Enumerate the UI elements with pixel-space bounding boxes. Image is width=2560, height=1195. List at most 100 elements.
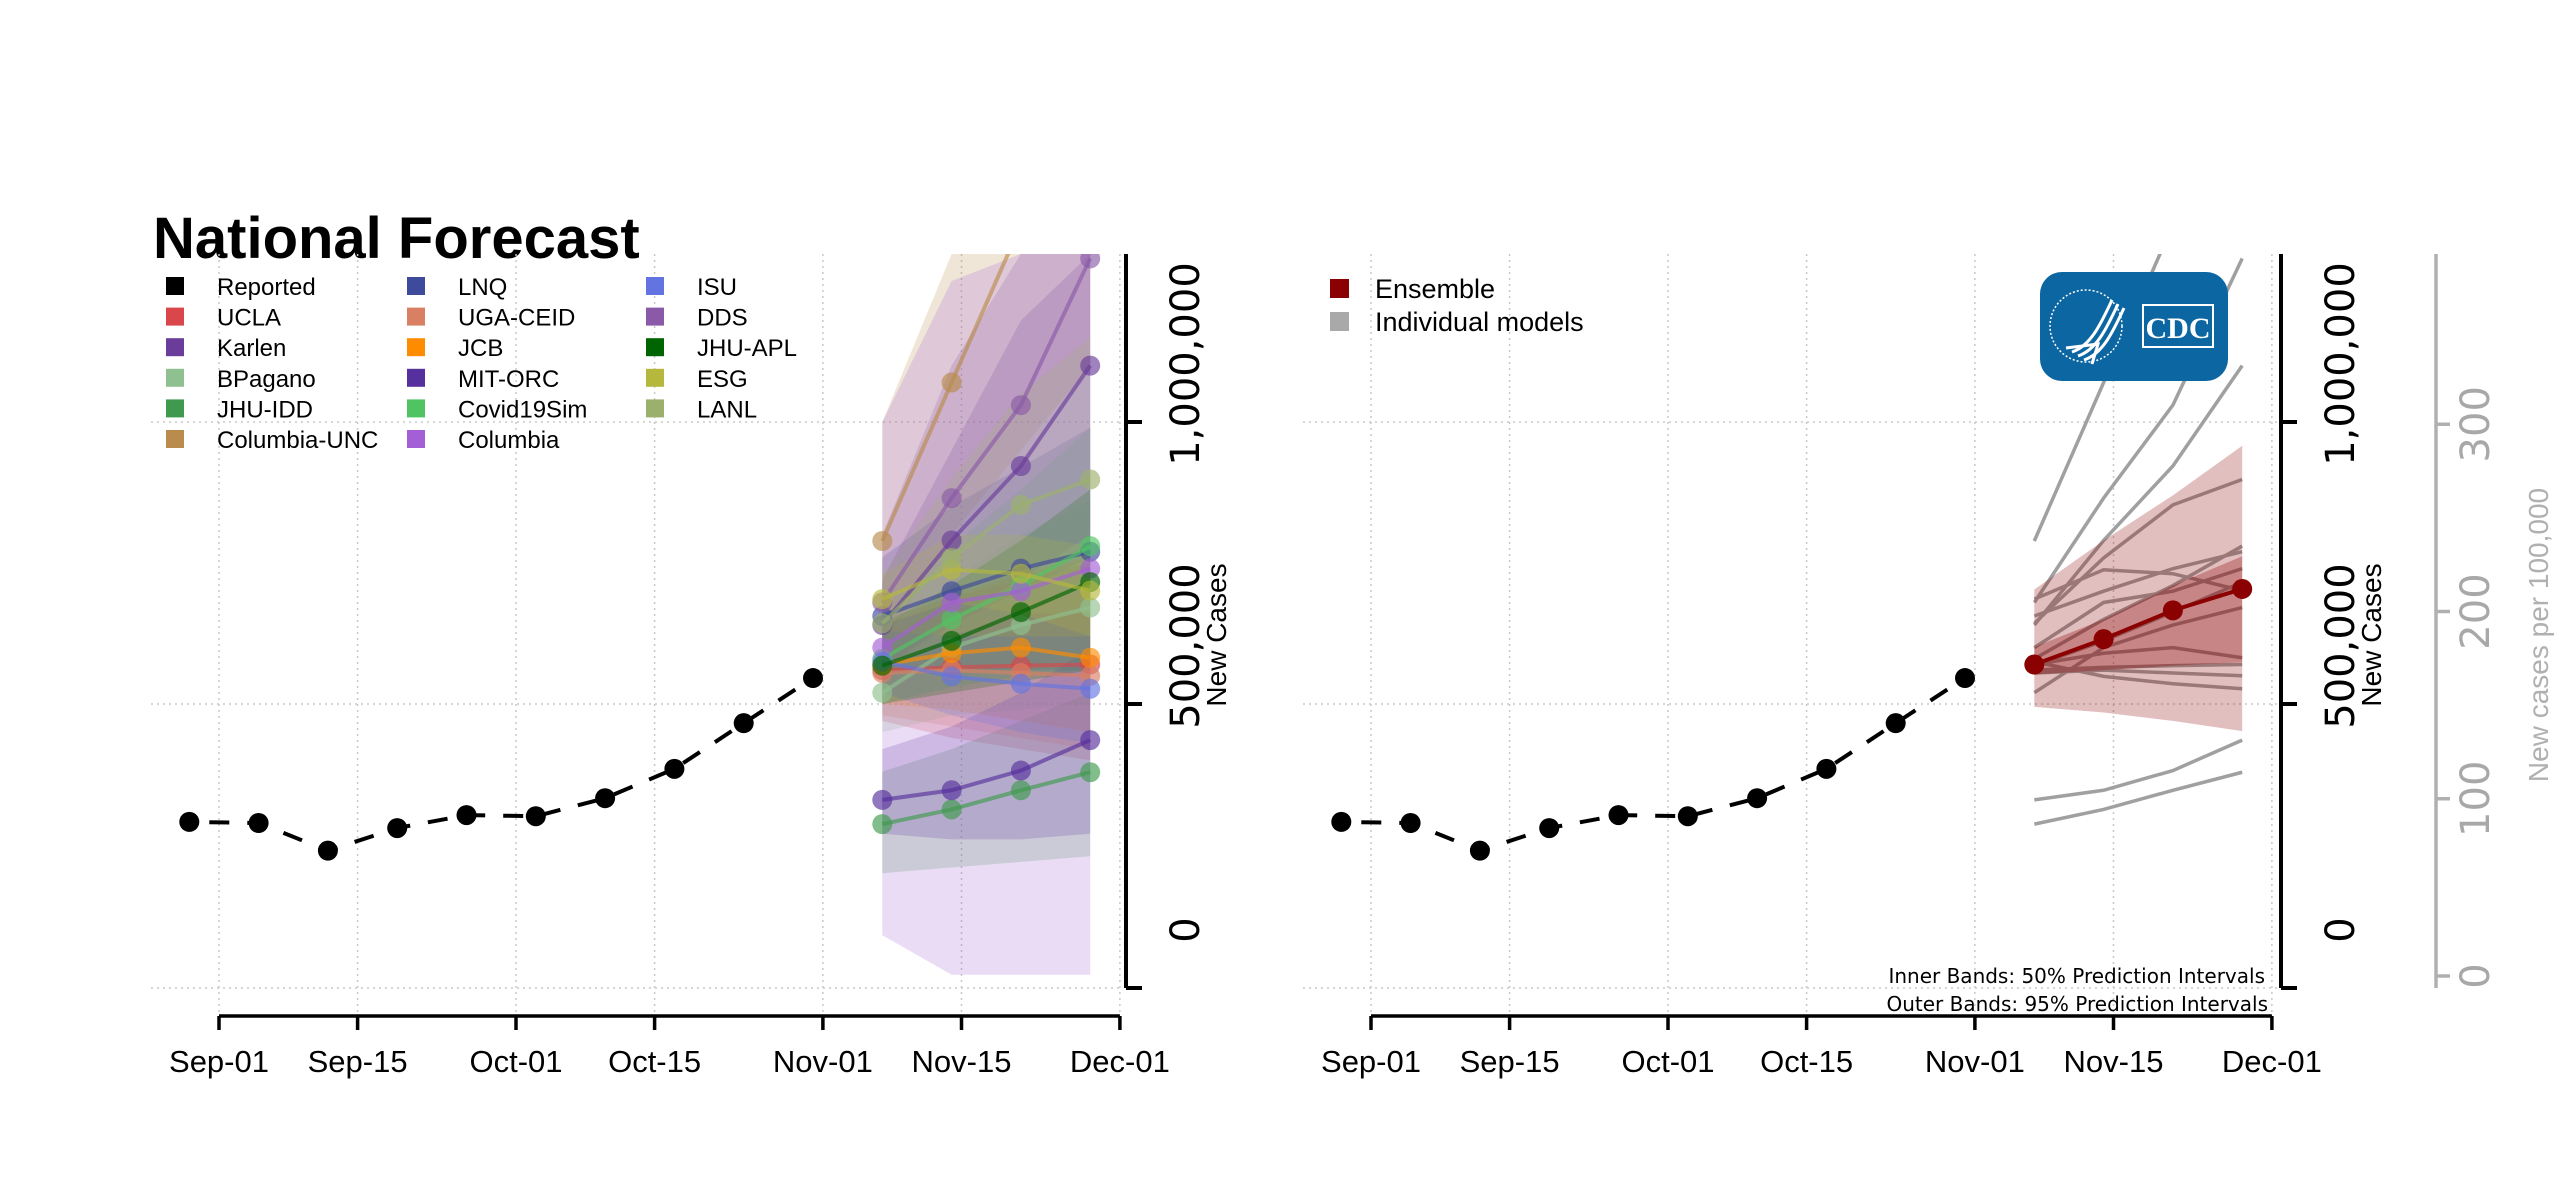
- right-panel: Sep-01 Sep-15 Oct-01 Oct-15 Nov-01 Nov-15 Dec-…: [1303, 254, 2554, 1079]
- point-jhu-apl: [1010, 602, 1031, 623]
- point-karlen: [941, 530, 962, 551]
- individual-line-isu: [2033, 659, 2243, 691]
- point-jhu-idd: [941, 799, 962, 820]
- ensemble-95-band: [2034, 445, 2243, 732]
- individual-model-lines: [2032, 254, 2244, 826]
- cdc-logo: CDC: [2040, 272, 2228, 381]
- legend-label: ESG: [697, 366, 748, 393]
- legend-swatch: [1330, 279, 1349, 298]
- line-lnq: [881, 549, 1091, 618]
- x-tick-label: Sep-15: [308, 1044, 408, 1079]
- hhs-eagle-icon: [2049, 289, 2126, 365]
- legend-label: JHU-APL: [697, 335, 797, 362]
- x-tick-label: Nov-01: [1925, 1044, 2025, 1079]
- legend-label: BPagano: [217, 366, 316, 393]
- individual-line-esg: [2033, 567, 2243, 601]
- reported-point: [1816, 758, 1837, 779]
- point-dds: [1010, 395, 1031, 416]
- point-lanl: [1010, 494, 1031, 515]
- point-esg: [1080, 580, 1101, 601]
- x-tick-label: Sep-15: [1460, 1044, 1560, 1079]
- legend-label: JHU-IDD: [217, 396, 313, 423]
- reported-point: [803, 668, 823, 689]
- legend-swatch: [407, 338, 425, 357]
- cdc-wordmark: CDC: [2146, 312, 2211, 345]
- legend-label: LANL: [697, 396, 757, 423]
- point-isu: [1010, 673, 1031, 694]
- legend-label: Reported: [217, 274, 316, 301]
- individual-line-mit-orc: [2034, 738, 2243, 802]
- left-panel: Sep-01 Sep-15 Oct-01 Oct-15 Nov-01 Nov-15 Dec-…: [151, 45, 1232, 1079]
- y-tick-label: 500,000: [2318, 563, 2364, 728]
- individual-line-columbia: [2033, 566, 2243, 650]
- point-mit-orc: [1080, 730, 1101, 751]
- y-axis-title: New Cases: [2356, 563, 2387, 706]
- line-jhu-idd: [881, 770, 1091, 827]
- individual-line-covid19sim: [2033, 544, 2244, 661]
- point-bpagano: [872, 682, 893, 703]
- band-lnq: [882, 427, 1091, 671]
- y2-tick-label: 0: [2453, 963, 2499, 988]
- legend-label: DDS: [697, 305, 748, 332]
- x-tick-label: Nov-15: [912, 1044, 1012, 1079]
- reported-point: [248, 813, 269, 834]
- right-axes: Sep-01 Sep-15 Oct-01 Oct-15 Nov-01 Nov-15 Dec-…: [1321, 254, 2554, 1079]
- point-jhu-idd: [1010, 780, 1031, 801]
- legend-swatch: [407, 307, 425, 326]
- individual-line-uga-ceid: [2034, 668, 2243, 678]
- legend-label: Columbia-UNC: [217, 427, 378, 454]
- legend-swatch: [646, 368, 664, 387]
- point-covid19sim: [1080, 536, 1101, 557]
- individual-line-jcb: [2034, 645, 2243, 667]
- y-tick-label: 0: [2318, 917, 2364, 942]
- y-axis-title: New Cases: [1201, 563, 1232, 706]
- legend-swatch: [646, 277, 664, 295]
- right-reported-series: [1331, 668, 1975, 861]
- point-esg: [872, 589, 893, 610]
- reported-point: [1400, 813, 1421, 834]
- legend-swatch: [407, 430, 425, 448]
- left-model-lines: [872, 45, 1101, 835]
- point-isu: [1080, 678, 1101, 699]
- reported-point: [1955, 668, 1975, 689]
- reported-point: [595, 788, 616, 809]
- point-jhu-idd: [872, 814, 893, 835]
- point-isu: [941, 666, 962, 687]
- ensemble-point: [2093, 629, 2114, 650]
- point-karlen: [1010, 455, 1031, 476]
- point-jhu-idd: [1080, 762, 1101, 783]
- x-tick-label: Oct-15: [608, 1044, 701, 1079]
- reported-point: [664, 758, 685, 779]
- legend-swatch: [407, 277, 425, 295]
- point-jcb: [1010, 637, 1031, 658]
- x-tick-label: Dec-01: [1070, 1044, 1170, 1079]
- legend-swatch: [646, 338, 664, 357]
- cdc-wordmark-box: [2142, 304, 2214, 348]
- legend-swatch: [166, 368, 184, 387]
- individual-line-lnq: [2033, 550, 2243, 618]
- legend-label: Covid19Sim: [458, 396, 587, 423]
- line-columbia-unc: [880, 254, 1011, 542]
- legend-label: JCB: [458, 335, 503, 362]
- reported-point: [733, 713, 754, 734]
- legend-label: ISU: [697, 274, 737, 301]
- line-jcb: [881, 645, 1091, 667]
- line-covid19sim: [881, 544, 1092, 661]
- point-karlen: [1080, 355, 1101, 376]
- legend-swatch: [166, 338, 184, 357]
- point-dds: [941, 488, 962, 509]
- band-jhu-idd: [882, 692, 1091, 874]
- point-jhu-apl: [941, 630, 962, 651]
- ensemble-point: [2162, 600, 2183, 621]
- y-tick-label: 1,000,000: [1163, 262, 1209, 466]
- y-tick-label: 1,000,000: [2318, 262, 2364, 466]
- point-columbia: [1010, 581, 1031, 602]
- point-columbia-unc: [1080, 45, 1100, 65]
- line-isu: [881, 659, 1091, 691]
- legend-label: UCLA: [217, 305, 281, 332]
- legend-swatch: [407, 368, 425, 387]
- x-tick-label: Nov-15: [2064, 1044, 2164, 1079]
- reported-point: [456, 805, 477, 826]
- outer-bands-note: Outer Bands: 95% Prediction Intervals: [1886, 992, 2268, 1016]
